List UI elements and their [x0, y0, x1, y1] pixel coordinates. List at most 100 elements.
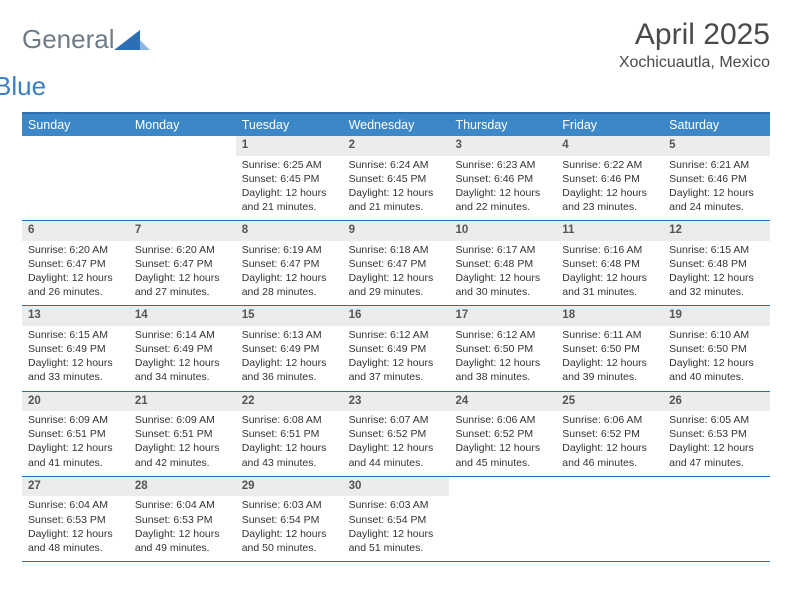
day-cell: 19Sunrise: 6:10 AMSunset: 6:50 PMDayligh… — [663, 306, 770, 390]
day-number: 1 — [236, 136, 343, 156]
day-body: Sunrise: 6:04 AMSunset: 6:53 PMDaylight:… — [22, 496, 129, 561]
day-body: Sunrise: 6:07 AMSunset: 6:52 PMDaylight:… — [343, 411, 450, 476]
header: General Blue April 2025 Xochicuautla, Me… — [22, 18, 770, 102]
sunrise-line: Sunrise: 6:20 AM — [135, 243, 230, 257]
days-of-week-row: SundayMondayTuesdayWednesdayThursdayFrid… — [22, 114, 770, 136]
sunrise-line: Sunrise: 6:12 AM — [349, 328, 444, 342]
sunset-line: Sunset: 6:47 PM — [28, 257, 123, 271]
day-number: 10 — [449, 221, 556, 241]
daylight-line: Daylight: 12 hours and 49 minutes. — [135, 527, 230, 555]
day-number: 7 — [129, 221, 236, 241]
daylight-line: Daylight: 12 hours and 50 minutes. — [242, 527, 337, 555]
daylight-line: Daylight: 12 hours and 39 minutes. — [562, 356, 657, 384]
day-number: 27 — [22, 477, 129, 497]
sunrise-line: Sunrise: 6:16 AM — [562, 243, 657, 257]
sunset-line: Sunset: 6:51 PM — [242, 427, 337, 441]
sunset-line: Sunset: 6:51 PM — [28, 427, 123, 441]
month-title: April 2025 — [619, 18, 770, 52]
day-number: 17 — [449, 306, 556, 326]
day-number: 13 — [22, 306, 129, 326]
day-number: 29 — [236, 477, 343, 497]
daylight-line: Daylight: 12 hours and 21 minutes. — [349, 186, 444, 214]
day-cell: 6Sunrise: 6:20 AMSunset: 6:47 PMDaylight… — [22, 221, 129, 305]
day-body: Sunrise: 6:15 AMSunset: 6:48 PMDaylight:… — [663, 241, 770, 306]
day-body: Sunrise: 6:04 AMSunset: 6:53 PMDaylight:… — [129, 496, 236, 561]
day-body: Sunrise: 6:03 AMSunset: 6:54 PMDaylight:… — [343, 496, 450, 561]
sunrise-line: Sunrise: 6:13 AM — [242, 328, 337, 342]
sunrise-line: Sunrise: 6:12 AM — [455, 328, 550, 342]
day-body: Sunrise: 6:13 AMSunset: 6:49 PMDaylight:… — [236, 326, 343, 391]
daylight-line: Daylight: 12 hours and 46 minutes. — [562, 441, 657, 469]
day-number: 12 — [663, 221, 770, 241]
day-cell: 30Sunrise: 6:03 AMSunset: 6:54 PMDayligh… — [343, 477, 450, 561]
dow-cell: Wednesday — [343, 114, 450, 136]
sunset-line: Sunset: 6:51 PM — [135, 427, 230, 441]
sunrise-line: Sunrise: 6:21 AM — [669, 158, 764, 172]
daylight-line: Daylight: 12 hours and 30 minutes. — [455, 271, 550, 299]
day-cell: 15Sunrise: 6:13 AMSunset: 6:49 PMDayligh… — [236, 306, 343, 390]
daylight-line: Daylight: 12 hours and 44 minutes. — [349, 441, 444, 469]
daylight-line: Daylight: 12 hours and 21 minutes. — [242, 186, 337, 214]
day-cell: 1 Sunrise: 6:25 AMSunset: 6:45 PMDaylight… — [236, 136, 343, 220]
daylight-line: Daylight: 12 hours and 29 minutes. — [349, 271, 444, 299]
day-number: 16 — [343, 306, 450, 326]
daylight-line: Daylight: 12 hours and 38 minutes. — [455, 356, 550, 384]
sunset-line: Sunset: 6:46 PM — [669, 172, 764, 186]
day-body: Sunrise: 6:21 AMSunset: 6:46 PMDaylight:… — [663, 156, 770, 221]
day-cell: 24Sunrise: 6:06 AMSunset: 6:52 PMDayligh… — [449, 392, 556, 476]
day-cell — [449, 477, 556, 561]
sunrise-line: Sunrise: 6:05 AM — [669, 413, 764, 427]
logo-triangle-icon — [114, 26, 150, 54]
day-cell: 14Sunrise: 6:14 AMSunset: 6:49 PMDayligh… — [129, 306, 236, 390]
day-cell: 25Sunrise: 6:06 AMSunset: 6:52 PMDayligh… — [556, 392, 663, 476]
daylight-line: Daylight: 12 hours and 45 minutes. — [455, 441, 550, 469]
day-cell — [556, 477, 663, 561]
sunset-line: Sunset: 6:48 PM — [562, 257, 657, 271]
day-cell: 28Sunrise: 6:04 AMSunset: 6:53 PMDayligh… — [129, 477, 236, 561]
sunrise-line: Sunrise: 6:15 AM — [669, 243, 764, 257]
day-body: Sunrise: 6:15 AMSunset: 6:49 PMDaylight:… — [22, 326, 129, 391]
sunrise-line: Sunrise: 6:22 AM — [562, 158, 657, 172]
sunset-line: Sunset: 6:47 PM — [242, 257, 337, 271]
day-body: Sunrise: 6:23 AMSunset: 6:46 PMDaylight:… — [449, 156, 556, 221]
day-number: 24 — [449, 392, 556, 412]
logo-text-blue: Blue — [0, 71, 115, 102]
week-row: 13Sunrise: 6:15 AMSunset: 6:49 PMDayligh… — [22, 306, 770, 391]
week-row: 1Sunrise: 6:25 AMSunset: 6:45 PMDaylight… — [22, 136, 770, 221]
daylight-line: Daylight: 12 hours and 41 minutes. — [28, 441, 123, 469]
sunset-line: Sunset: 6:48 PM — [455, 257, 550, 271]
day-cell: 17 Sunrise: 6:12 AMSunset: 6:50 PMDayligh… — [449, 306, 556, 390]
day-cell: 27Sunrise: 6:04 AMSunset: 6:53 PMDayligh… — [22, 477, 129, 561]
sunset-line: Sunset: 6:52 PM — [349, 427, 444, 441]
sunset-line: Sunset: 6:45 PM — [349, 172, 444, 186]
day-body: Sunrise: 6:10 AMSunset: 6:50 PMDaylight:… — [663, 326, 770, 391]
sunrise-line: Sunrise: 6:24 AM — [349, 158, 444, 172]
dow-cell: Saturday — [663, 114, 770, 136]
daylight-line: Daylight: 12 hours and 48 minutes. — [28, 527, 123, 555]
day-body: Sunrise: 6:06 AMSunset: 6:52 PMDaylight:… — [556, 411, 663, 476]
day-number: 23 — [343, 392, 450, 412]
page: General Blue April 2025 Xochicuautla, Me… — [0, 0, 792, 580]
sunset-line: Sunset: 6:45 PM — [242, 172, 337, 186]
daylight-line: Daylight: 12 hours and 34 minutes. — [135, 356, 230, 384]
day-cell: 18Sunrise: 6:11 AMSunset: 6:50 PMDayligh… — [556, 306, 663, 390]
daylight-line: Daylight: 12 hours and 36 minutes. — [242, 356, 337, 384]
day-cell — [129, 136, 236, 220]
location: Xochicuautla, Mexico — [619, 54, 770, 72]
day-body: Sunrise: 6:09 AMSunset: 6:51 PMDaylight:… — [22, 411, 129, 476]
day-cell: 4Sunrise: 6:22 AMSunset: 6:46 PMDaylight… — [556, 136, 663, 220]
sunrise-line: Sunrise: 6:03 AM — [242, 498, 337, 512]
daylight-line: Daylight: 12 hours and 24 minutes. — [669, 186, 764, 214]
sunset-line: Sunset: 6:49 PM — [349, 342, 444, 356]
day-cell: 23Sunrise: 6:07 AMSunset: 6:52 PMDayligh… — [343, 392, 450, 476]
week-row: 6Sunrise: 6:20 AMSunset: 6:47 PMDaylight… — [22, 221, 770, 306]
sunrise-line: Sunrise: 6:19 AM — [242, 243, 337, 257]
sunrise-line: Sunrise: 6:06 AM — [562, 413, 657, 427]
sunrise-line: Sunrise: 6:25 AM — [242, 158, 337, 172]
day-body: Sunrise: 6:16 AMSunset: 6:48 PMDaylight:… — [556, 241, 663, 306]
sunset-line: Sunset: 6:50 PM — [455, 342, 550, 356]
sunrise-line: Sunrise: 6:09 AM — [28, 413, 123, 427]
sunset-line: Sunset: 6:50 PM — [562, 342, 657, 356]
sunset-line: Sunset: 6:53 PM — [135, 513, 230, 527]
daylight-line: Daylight: 12 hours and 33 minutes. — [28, 356, 123, 384]
